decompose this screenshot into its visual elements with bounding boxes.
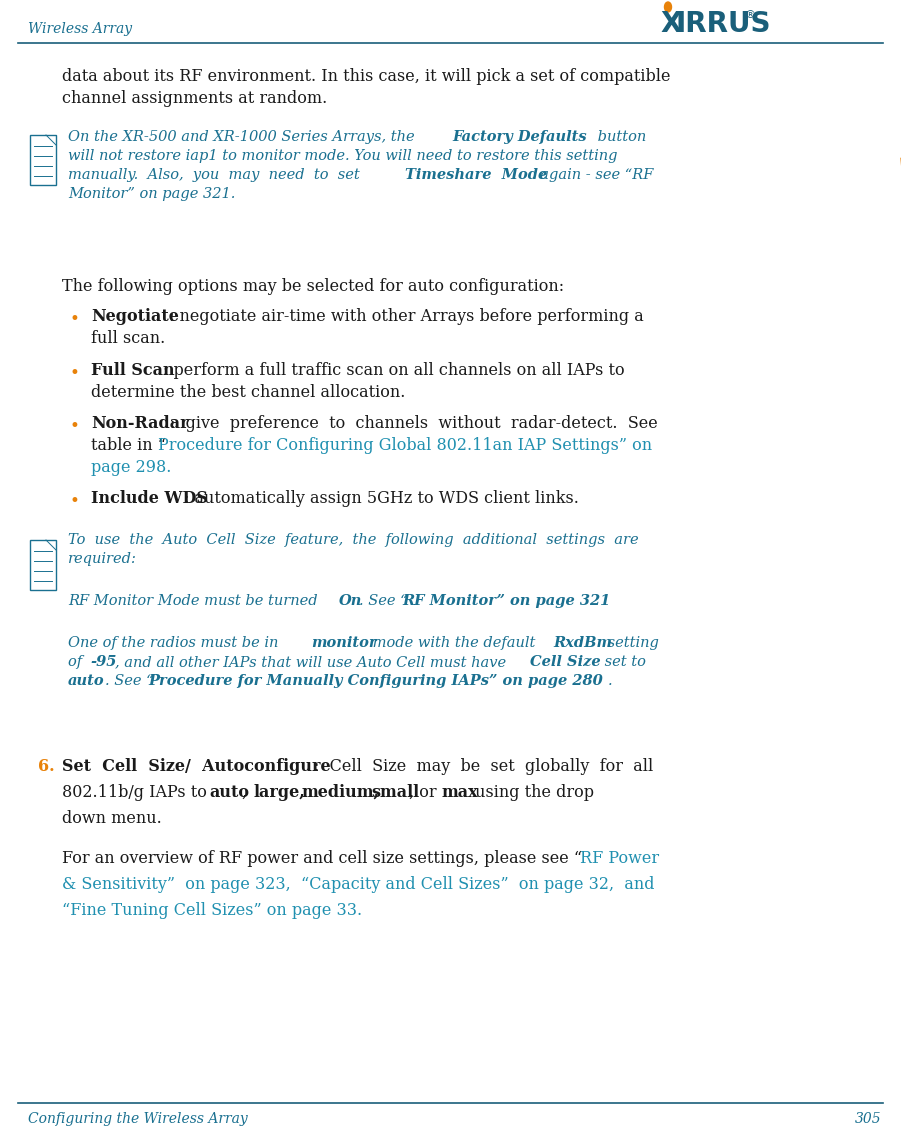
Text: -95: -95 xyxy=(90,655,116,669)
Ellipse shape xyxy=(665,2,671,13)
Text: down menu.: down menu. xyxy=(62,810,162,827)
Text: •: • xyxy=(70,492,80,511)
Text: small: small xyxy=(371,785,419,800)
Text: Include WDS: Include WDS xyxy=(91,490,208,507)
Text: IRRUS: IRRUS xyxy=(675,10,770,38)
Text: One of the radios must be in: One of the radios must be in xyxy=(68,636,283,650)
Text: Factory Defaults: Factory Defaults xyxy=(452,130,587,144)
Text: . See “: . See “ xyxy=(105,674,154,688)
Text: auto: auto xyxy=(68,674,105,688)
Text: monitor: monitor xyxy=(311,636,377,650)
Text: max: max xyxy=(442,785,478,800)
Text: :  give  preference  to  channels  without  radar-detect.  See: : give preference to channels without ra… xyxy=(170,415,658,432)
Text: & Sensitivity”  on page 323,  “Capacity and Cell Sizes”  on page 32,  and: & Sensitivity” on page 323, “Capacity an… xyxy=(62,875,654,893)
Text: Procedure for Manually Configuring IAPs” on page 280: Procedure for Manually Configuring IAPs”… xyxy=(148,674,603,688)
Text: using the drop: using the drop xyxy=(470,785,594,800)
Text: RF Monitor Mode must be turned: RF Monitor Mode must be turned xyxy=(68,594,323,608)
Text: Timeshare  Mode: Timeshare Mode xyxy=(405,168,547,182)
Text: Negotiate: Negotiate xyxy=(91,308,179,325)
Text: •: • xyxy=(70,417,80,435)
Text: setting: setting xyxy=(603,636,659,650)
Text: : automatically assign 5GHz to WDS client links.: : automatically assign 5GHz to WDS clien… xyxy=(184,490,578,507)
Text: ®: ® xyxy=(744,10,755,20)
Text: determine the best channel allocation.: determine the best channel allocation. xyxy=(91,384,405,401)
Text: . See “: . See “ xyxy=(359,594,407,608)
Text: : perform a full traffic scan on all channels on all IAPs to: : perform a full traffic scan on all cha… xyxy=(163,362,624,379)
Text: set to: set to xyxy=(600,655,646,669)
Text: table in “: table in “ xyxy=(91,437,166,454)
Text: large,: large, xyxy=(254,785,305,800)
Text: 305: 305 xyxy=(855,1112,881,1126)
Text: RF Power: RF Power xyxy=(580,850,660,868)
Text: RxdBm: RxdBm xyxy=(553,636,612,650)
Text: of: of xyxy=(68,655,86,669)
Text: manually.  Also,  you  may  need  to  set: manually. Also, you may need to set xyxy=(68,168,364,182)
Text: , or: , or xyxy=(409,785,441,800)
Text: 6.: 6. xyxy=(38,758,55,775)
Text: Monitor” on page 321.: Monitor” on page 321. xyxy=(68,186,235,201)
Text: .: . xyxy=(608,674,613,688)
Text: :  Cell  Size  may  be  set  globally  for  all: : Cell Size may be set globally for all xyxy=(314,758,653,775)
Text: Cell Size: Cell Size xyxy=(530,655,601,669)
Text: Procedure for Configuring Global 802.11an IAP Settings” on: Procedure for Configuring Global 802.11a… xyxy=(158,437,652,454)
Text: will not restore iap1 to monitor mode. You will need to restore this setting: will not restore iap1 to monitor mode. Y… xyxy=(68,149,617,163)
Text: channel assignments at random.: channel assignments at random. xyxy=(62,90,327,107)
Text: button: button xyxy=(593,130,646,144)
Text: page 298.: page 298. xyxy=(91,459,171,476)
Text: On the XR-500 and XR-1000 Series Arrays, the: On the XR-500 and XR-1000 Series Arrays,… xyxy=(68,130,419,144)
Text: data about its RF environment. In this case, it will pick a set of compatible: data about its RF environment. In this c… xyxy=(62,68,670,85)
Text: , and all other IAPs that will use Auto Cell must have: , and all other IAPs that will use Auto … xyxy=(115,655,511,669)
Text: medium,: medium, xyxy=(302,785,380,800)
Text: Wireless Array: Wireless Array xyxy=(28,22,132,36)
Text: “Fine Tuning Cell Sizes” on page 33.: “Fine Tuning Cell Sizes” on page 33. xyxy=(62,902,362,919)
Text: Non-Radar: Non-Radar xyxy=(91,415,188,432)
Text: For an overview of RF power and cell size settings, please see “: For an overview of RF power and cell siz… xyxy=(62,850,582,868)
Text: full scan.: full scan. xyxy=(91,330,165,347)
Text: To  use  the  Auto  Cell  Size  feature,  the  following  additional  settings  : To use the Auto Cell Size feature, the f… xyxy=(68,533,639,547)
Text: auto: auto xyxy=(209,785,249,800)
Text: On: On xyxy=(339,594,362,608)
Text: : negotiate air-time with other Arrays before performing a: : negotiate air-time with other Arrays b… xyxy=(169,308,643,325)
Text: Configuring the Wireless Array: Configuring the Wireless Array xyxy=(28,1112,248,1126)
Text: The following options may be selected for auto configuration:: The following options may be selected fo… xyxy=(62,279,564,294)
Text: again - see “RF: again - see “RF xyxy=(531,168,653,182)
Text: Full Scan: Full Scan xyxy=(91,362,175,379)
Text: X: X xyxy=(660,10,681,38)
Text: •: • xyxy=(70,310,80,327)
Text: 802.11b/g IAPs to: 802.11b/g IAPs to xyxy=(62,785,212,800)
Text: Set  Cell  Size/  Autoconfigure: Set Cell Size/ Autoconfigure xyxy=(62,758,331,775)
Text: •: • xyxy=(70,364,80,382)
Text: required:: required: xyxy=(68,551,137,566)
Text: RF Monitor” on page 321: RF Monitor” on page 321 xyxy=(402,594,610,608)
Text: mode with the default: mode with the default xyxy=(368,636,540,650)
Text: ,: , xyxy=(242,785,252,800)
